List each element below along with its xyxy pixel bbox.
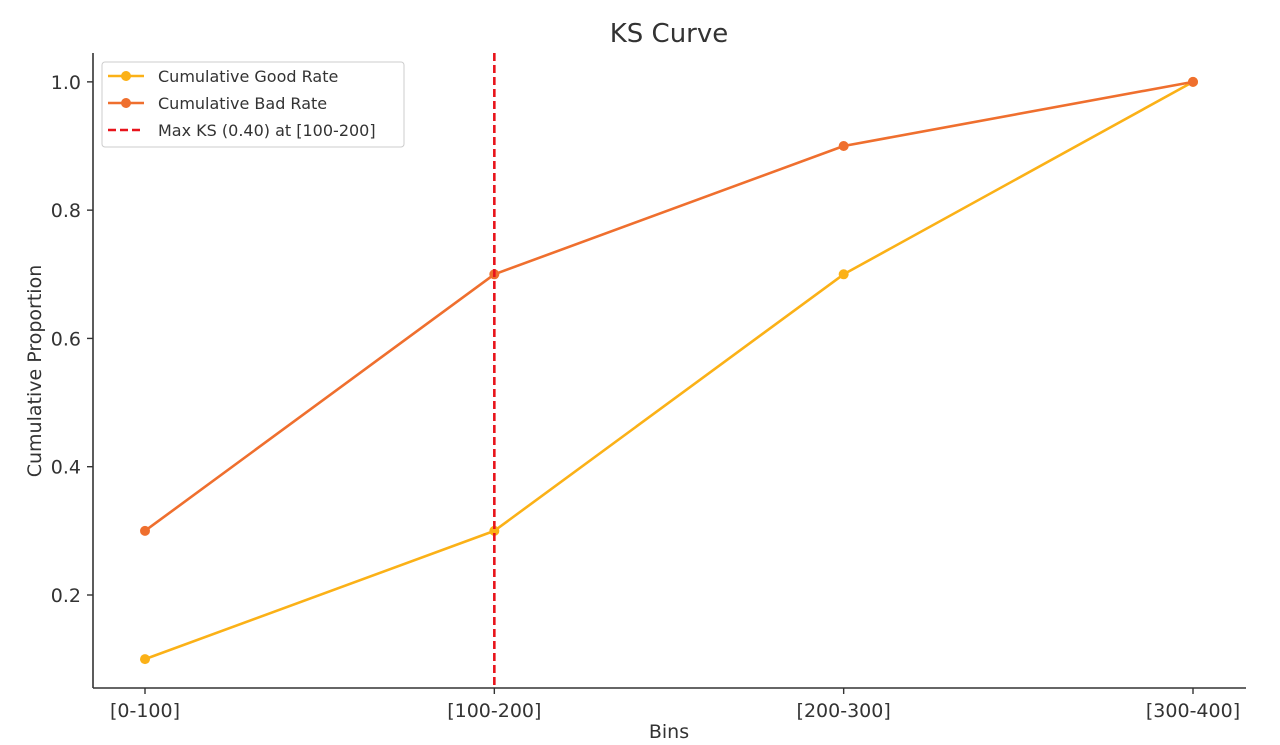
chart-title: KS Curve — [610, 19, 729, 49]
y-tick-label-2: 0.6 — [51, 328, 81, 350]
legend-marker-0 — [121, 71, 131, 81]
y-tick-label-4: 1.0 — [51, 72, 81, 94]
x-axis-label: Bins — [649, 721, 689, 743]
y-axis-label: Cumulative Proportion — [24, 265, 46, 478]
axes: [0-100] [100-200] [200-300] [300-400] 0.2 0.4… — [51, 53, 1246, 722]
data-point-1-3 — [1188, 76, 1198, 87]
series-line-1 — [144, 80, 1194, 532]
legend-marker-1 — [121, 98, 131, 108]
x-tick-label-1: [100-200] — [447, 700, 541, 722]
data-point-1-0 — [140, 525, 150, 536]
data-point-0-2 — [838, 269, 849, 280]
data-point-1-2 — [838, 141, 849, 152]
legend-label-1: Cumulative Bad Rate — [158, 94, 327, 113]
legend: Cumulative Good Rate Cumulative Bad Rate M… — [101, 61, 405, 148]
legend-label-0: Cumulative Good Rate — [158, 67, 338, 86]
series-line-0 — [144, 80, 1194, 661]
data-point-0-1 — [489, 525, 500, 536]
y-tick-label-1: 0.4 — [51, 457, 81, 479]
x-tick-label-2: [200-300] — [797, 700, 891, 722]
x-tick-label-0: [0-100] — [110, 700, 180, 722]
plot-area — [140, 53, 1198, 688]
data-point-0-0 — [140, 654, 150, 665]
legend-label-2: Max KS (0.40) at [100-200] — [158, 121, 376, 140]
x-tick-label-3: [300-400] — [1146, 700, 1240, 722]
legend-box — [101, 61, 405, 148]
y-tick-label-3: 0.8 — [51, 200, 81, 222]
y-tick-label-0: 0.2 — [51, 585, 81, 607]
